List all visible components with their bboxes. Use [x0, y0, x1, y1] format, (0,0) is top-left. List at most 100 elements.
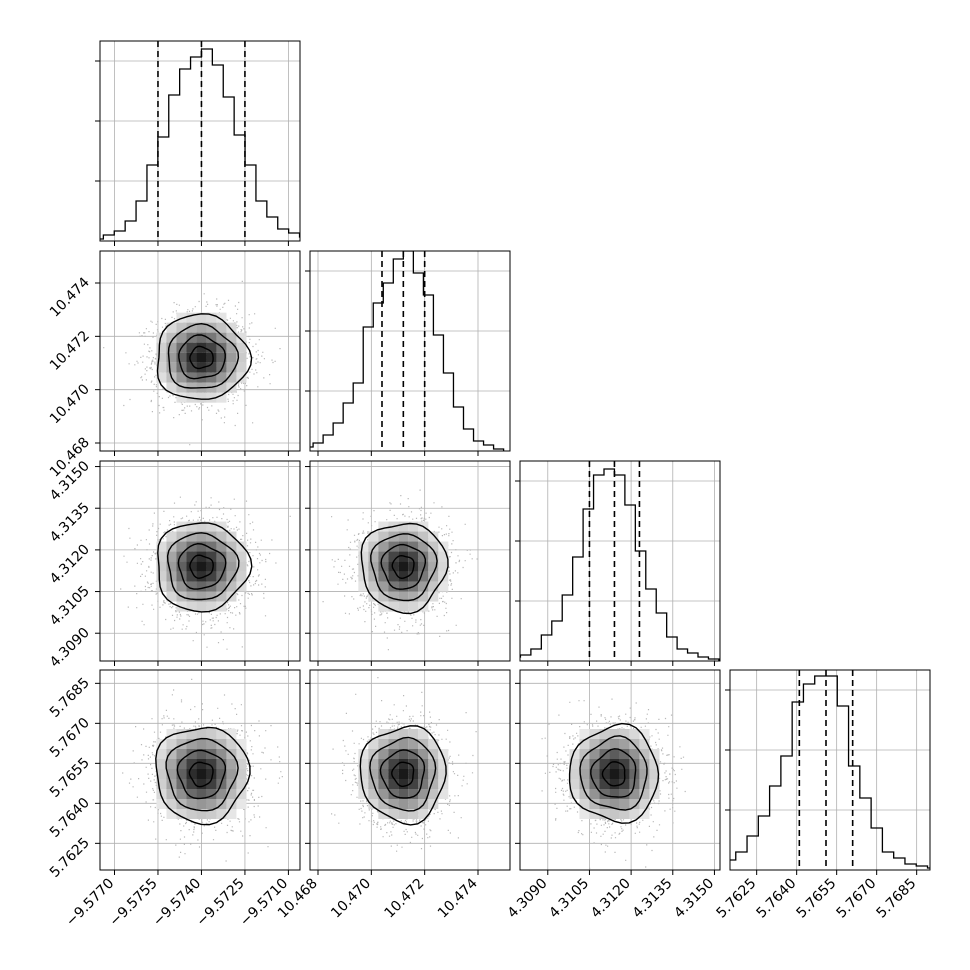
density-cell — [398, 799, 409, 809]
density-cell — [206, 759, 217, 769]
density-cell — [378, 601, 389, 612]
density-cell — [368, 551, 379, 562]
density-cell — [418, 749, 429, 759]
x-tick-label: 4.3120 — [588, 876, 634, 922]
density-cell — [196, 342, 207, 353]
density-cell — [206, 601, 217, 612]
density-cell — [236, 551, 247, 562]
density-cell — [166, 352, 177, 363]
density-cell — [206, 392, 217, 403]
density-cell — [388, 571, 399, 582]
y-tick-label: 4.3105 — [47, 583, 93, 629]
density-cell — [569, 779, 580, 789]
density-cell — [639, 759, 650, 769]
density-cell — [398, 531, 409, 542]
panel-frame — [729, 669, 931, 871]
density-cell — [226, 332, 237, 343]
density-cell — [418, 809, 429, 819]
x-tick-label: 5.7670 — [834, 876, 880, 922]
density-cell — [398, 521, 409, 532]
density-cell — [156, 342, 167, 353]
x-tick-label: 5.7685 — [874, 876, 920, 922]
density-cell — [428, 749, 439, 759]
density-cell — [216, 352, 227, 363]
density-cell — [368, 749, 379, 759]
density-cell — [398, 591, 409, 602]
density-cell — [428, 739, 439, 749]
density-cell — [206, 571, 217, 582]
density-cell — [599, 789, 610, 799]
density-cell — [589, 729, 600, 739]
density-cell — [408, 759, 419, 769]
density-cell — [408, 749, 419, 759]
density-cell — [418, 581, 429, 592]
density-cell — [378, 591, 389, 602]
density-cell — [186, 591, 197, 602]
panel-frame — [519, 669, 721, 871]
density-cell — [216, 591, 227, 602]
density-cell — [196, 749, 207, 759]
density-cell — [166, 551, 177, 562]
density-cell — [166, 799, 177, 809]
density-cell — [609, 749, 620, 759]
density-cell — [186, 531, 197, 542]
density-cell — [236, 571, 247, 582]
density-cell — [569, 759, 580, 769]
density-cell — [579, 779, 590, 789]
density-cell — [438, 571, 449, 582]
density-cell — [156, 789, 167, 799]
density-cell — [206, 739, 217, 749]
density-cell — [156, 799, 167, 809]
density-cell — [206, 591, 217, 602]
density-cell — [176, 759, 187, 769]
density-cell — [216, 789, 227, 799]
density-cell — [388, 551, 399, 562]
density-cell — [156, 769, 167, 779]
y-tick-label: 10.472 — [47, 328, 93, 374]
density-cell — [358, 769, 369, 779]
density-cell — [398, 779, 409, 789]
y-tick-label: 4.3090 — [47, 625, 93, 671]
density-cell — [428, 789, 439, 799]
density-cell — [196, 541, 207, 552]
density-cell — [438, 551, 449, 562]
density-cell — [166, 739, 177, 749]
panel-frame — [309, 460, 511, 662]
density-cell — [368, 541, 379, 552]
density-cell — [388, 799, 399, 809]
density-cell — [176, 372, 187, 383]
density-cell — [599, 759, 610, 769]
density-cell — [186, 561, 197, 572]
density-cell — [236, 799, 247, 809]
density-cell — [388, 769, 399, 779]
density-cell — [236, 769, 247, 779]
density-cell — [216, 521, 227, 532]
density-contour — [189, 554, 214, 579]
density-cell — [186, 322, 197, 333]
density-cell — [186, 779, 197, 789]
panel-2-1 — [305, 460, 511, 666]
density-cell — [378, 729, 389, 739]
density-cell — [378, 759, 389, 769]
density-cell — [186, 759, 197, 769]
density-cell — [589, 749, 600, 759]
density-cell — [176, 322, 187, 333]
density-cell — [156, 362, 167, 373]
density-cell — [378, 739, 389, 749]
density-cell — [216, 382, 227, 393]
density-cell — [226, 322, 237, 333]
density-cell — [216, 362, 227, 373]
density-cell — [609, 799, 620, 809]
density-contour — [165, 737, 239, 812]
density-cell — [368, 759, 379, 769]
density-cell — [236, 749, 247, 759]
density-cell — [418, 779, 429, 789]
density-cell — [609, 739, 620, 749]
density-cell — [428, 769, 439, 779]
density-cell — [186, 749, 197, 759]
density-cell — [156, 571, 167, 582]
density-cell — [378, 769, 389, 779]
density-cell — [398, 739, 409, 749]
density-cell — [206, 769, 217, 779]
density-cell — [166, 591, 177, 602]
